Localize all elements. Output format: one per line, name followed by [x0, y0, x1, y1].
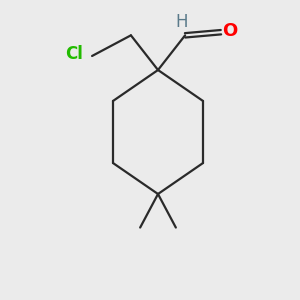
Text: Cl: Cl [65, 45, 83, 63]
Text: H: H [176, 13, 188, 31]
Text: O: O [222, 22, 238, 40]
